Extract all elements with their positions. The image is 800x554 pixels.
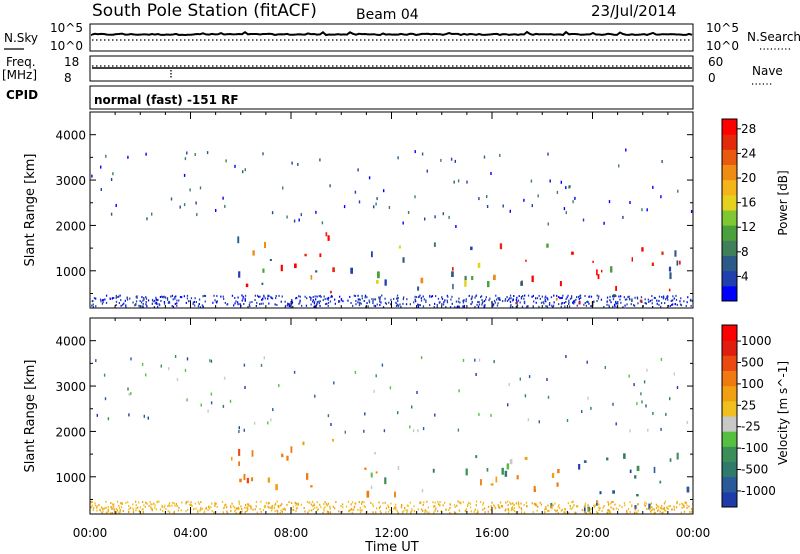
x-tick-label: 08:00 [274,526,309,540]
cpid-label: CPID [6,88,38,102]
station-title: South Pole Station (fitACF) [92,1,317,21]
colorbar-segment [722,210,737,226]
colorbar-segment [722,416,737,432]
x-tick-label: 16:00 [475,526,510,540]
colorbar-segment [722,431,737,447]
colorbar-tick-label: 25 [741,398,756,412]
y-tick-label: 1000 [55,471,86,485]
freq-label: Freq. [6,55,36,69]
freq-panel: Freq. [MHz] 18 8 60 0 Nave [2,55,783,85]
freq-tick-bottom: 8 [64,71,72,85]
colorbar-segment [722,134,737,150]
x-tick-label: 00:00 [676,526,711,540]
colorbar-segment [722,491,737,508]
colorbar-tick-label: 100 [741,377,764,391]
cpid-value: normal (fast) -151 RF [94,93,239,107]
colorbar-tick-label: 12 [741,220,756,234]
nsearch-tick-bottom: 10^0 [706,39,739,53]
y-tick-label: 4000 [55,335,86,349]
colorbar-tick-label: 20 [741,171,756,185]
colorbar-segment [722,179,737,196]
colorbar-tick-label: 1000 [741,334,772,348]
power-cbar-label: Power [dB] [776,170,790,235]
nsearch-tick-top: 10^5 [706,21,739,35]
colorbar-segment [722,225,737,241]
colorbar-tick-label: 28 [741,122,756,136]
nsky-label: N.Sky [4,31,38,45]
colorbar-segment [722,285,737,302]
x-tick-label: 04:00 [173,526,208,540]
power-ylabel: Slant Range [km] [23,154,38,267]
x-tick-label: 20:00 [575,526,610,540]
colorbar-tick-label: -500 [741,463,768,477]
colorbar-segment [722,385,737,402]
colorbar-tick-label: 4 [741,269,749,283]
y-tick-label: 3000 [55,174,86,188]
colorbar-segment [722,240,737,256]
colorbar-segment [722,446,737,462]
power-panel: 1000 2000 3000 4000 Slant Range [km] 4 8 12 16… [23,111,790,309]
freq-unit: [MHz] [2,68,37,82]
nave-label: Nave [752,64,783,78]
nsky-tick-top: 10^5 [50,21,83,35]
y-tick-label: 1000 [55,265,86,279]
y-tick-label: 4000 [55,129,86,143]
colorbar-segment [722,325,737,341]
colorbar-segment [722,461,737,478]
velocity-panel: 1000 2000 3000 4000 Slant Range [km] 1000 50… [23,317,790,515]
colorbar-tick-label: -100 [741,441,768,455]
colorbar-tick-label: -25 [741,420,761,434]
colorbar-segment [722,355,737,371]
colorbar-segment [722,370,737,387]
colorbar-segment [722,149,737,165]
beam-label: Beam 04 [356,7,419,23]
x-axis-label: Time UT [364,540,418,554]
colorbar-tick-label: 16 [741,196,756,210]
colorbar-tick-label: 8 [741,245,749,259]
x-tick-label: 12:00 [374,526,409,540]
y-tick-label: 2000 [55,219,86,233]
freq-tick-top: 18 [64,55,79,69]
colorbar-tick-label: -1000 [741,484,776,498]
nsky-trace [91,30,693,37]
colorbar-tick-label: 500 [741,355,764,369]
x-tick-label: 00:00 [73,526,108,540]
nave-tick-top: 60 [708,55,723,69]
nsky-panel: N.Sky 10^5 10^0 10^5 10^0 N.Search [4,21,800,53]
velocity-cbar-label: Velocity [m s^-1] [776,361,790,465]
colorbar-segment [722,400,737,417]
colorbar-segment [722,194,737,211]
y-tick-label: 2000 [55,425,86,439]
colorbar-segment [722,255,737,272]
colorbar-segment [722,340,737,356]
colorbar-segment [722,119,737,135]
velocity-ylabel: Slant Range [km] [23,360,38,473]
nsky-tick-bottom: 10^0 [50,39,83,53]
y-tick-label: 3000 [55,380,86,394]
colorbar-segment [722,476,737,493]
colorbar-tick-label: 24 [741,146,756,160]
date-label: 23/Jul/2014 [591,2,676,20]
nave-tick-bottom: 0 [708,71,716,85]
colorbar-segment [722,270,737,287]
nsearch-label: N.Search [747,30,800,44]
colorbar-segment [722,164,737,181]
